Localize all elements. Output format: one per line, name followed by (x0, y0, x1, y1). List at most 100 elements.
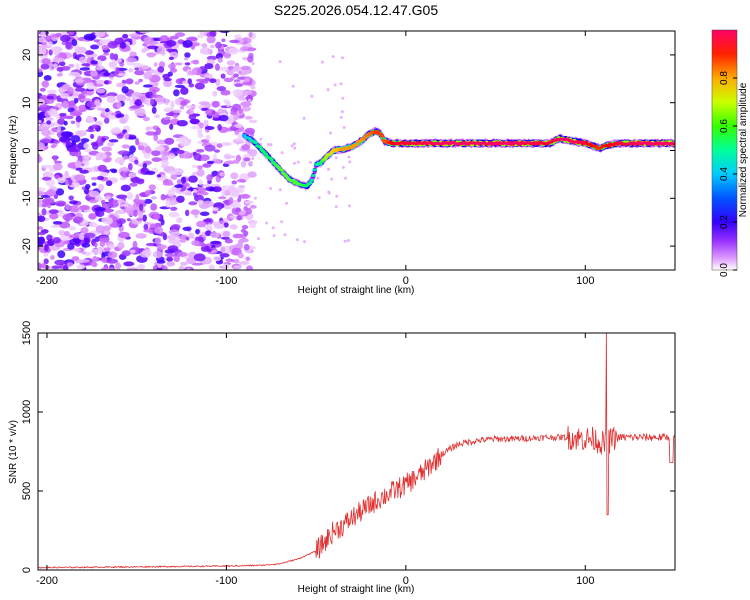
heatmap-noise-cell (156, 139, 167, 145)
heatmap-noise-cell (197, 183, 204, 188)
heatmap-noise-cell (40, 63, 50, 70)
heatmap-noise-cell (166, 256, 174, 262)
heatmap-noise-cell (38, 236, 46, 245)
heatmap-noise-cell (75, 87, 86, 92)
heatmap-noise-cell (204, 63, 214, 70)
heatmap-noise-cell (168, 153, 176, 160)
heatmap-noise-cell (116, 82, 126, 88)
heatmap-noise-cell (52, 221, 63, 225)
heatmap-noise-cell (217, 124, 222, 131)
heatmap-noise-cell (186, 36, 198, 42)
heatmap-noise-cell (71, 144, 82, 153)
heatmap-noise-cell (199, 31, 204, 36)
heatmap-noise-cell (346, 239, 350, 242)
heatmap-noise-cell (174, 32, 186, 37)
heatmap-noise-cell (38, 68, 43, 73)
heatmap-noise-cell (53, 57, 65, 63)
heatmap-noise-cell (38, 262, 42, 270)
snr-y-ticks: 0 500 1000 1500 (21, 321, 675, 573)
heatmap-noise-cell (54, 259, 66, 266)
heatmap-noise-cell (166, 261, 176, 267)
heatmap-noise-cell (221, 142, 232, 146)
heatmap-noise-cell (90, 60, 99, 65)
heatmap-noise-cell (197, 127, 203, 136)
heatmap-noise-cell (160, 193, 166, 201)
heatmap-noise-cell (330, 177, 334, 181)
heatmap-noise-cell (70, 135, 81, 143)
heatmap-noise-cell (68, 195, 74, 201)
heatmap-noise-cell (229, 39, 240, 44)
y-tick-label: -10 (21, 190, 33, 206)
heatmap-noise-cell (191, 164, 198, 168)
heatmap-noise-cell (240, 228, 246, 233)
heatmap-noise-cell (196, 220, 207, 228)
colorbar-gradient (711, 29, 738, 271)
heatmap-noise-cell (142, 84, 153, 88)
heatmap-noise-cell (250, 85, 256, 90)
heatmap-noise-cell (54, 160, 62, 164)
heatmap-noise-cell (137, 113, 147, 117)
heatmap-noise-cell (218, 220, 226, 224)
heatmap-ridge-cell (672, 142, 675, 146)
heatmap-noise-cell (246, 265, 253, 270)
heatmap-noise-cell (347, 155, 351, 159)
heatmap-noise-cell (249, 222, 256, 229)
heatmap-noise-cell (78, 105, 84, 111)
y-tick-label: 10 (21, 97, 33, 109)
heatmap-ridge-cell (269, 158, 274, 162)
heatmap-noise-cell (234, 207, 242, 213)
heatmap-noise-cell (46, 120, 52, 125)
heatmap-noise-cell (193, 153, 202, 161)
heatmap-noise-cell (120, 169, 131, 178)
heatmap-noise-cell (67, 107, 75, 113)
heatmap-noise-cell (232, 233, 244, 239)
heatmap-noise-cell (229, 224, 238, 230)
heatmap-noise-cell (239, 187, 245, 193)
heatmap-noise-cell (63, 239, 71, 245)
heatmap-noise-cell (69, 234, 80, 239)
heatmap-noise-cell (56, 125, 62, 133)
heatmap-noise-cell (88, 213, 97, 220)
heatmap-noise-cell (180, 176, 186, 184)
heatmap-noise-cell (52, 237, 61, 244)
heatmap-noise-cell (199, 211, 210, 217)
heatmap-noise-cell (63, 115, 74, 120)
heatmap-noise-cell (348, 204, 351, 208)
heatmap-noise-cell (184, 57, 189, 61)
heatmap-noise-cell (145, 170, 156, 175)
heatmap-noise-cell (134, 70, 145, 76)
heatmap-noise-cell (39, 87, 46, 92)
heatmap-noise-cell (247, 55, 254, 63)
heatmap-noise-cell (148, 184, 157, 191)
heatmap-noise-cell (185, 237, 190, 241)
heatmap-noise-cell (91, 182, 97, 186)
heatmap-noise-cell (74, 160, 82, 167)
heatmap-noise-cell (79, 169, 89, 174)
heatmap-noise-cell (136, 178, 145, 185)
snr-background (38, 333, 675, 570)
heatmap-x-axis-label: Height of straight line (km) (298, 285, 415, 296)
heatmap-noise-cell (78, 56, 87, 64)
heatmap-noise-cell (187, 78, 192, 85)
heatmap-noise-cell (116, 94, 127, 102)
heatmap-noise-cell (45, 99, 55, 104)
heatmap-noise-cell (115, 262, 122, 270)
heatmap-noise-cell (55, 32, 62, 37)
heatmap-noise-cell (86, 82, 95, 90)
heatmap-noise-cell (233, 65, 241, 73)
heatmap-noise-cell (164, 98, 170, 106)
heatmap-noise-cell (191, 240, 200, 246)
heatmap-noise-cell (49, 212, 59, 220)
heatmap-noise-cell (99, 240, 106, 247)
heatmap-noise-cell (204, 77, 211, 82)
heatmap-noise-cell (236, 178, 246, 183)
heatmap-noise-cell (152, 250, 163, 259)
heatmap-noise-cell (83, 232, 96, 239)
heatmap-noise-cell (142, 163, 148, 169)
heatmap-y-ticks: -20 -10 0 10 20 (21, 49, 675, 254)
heatmap-noise-cell (116, 218, 126, 225)
heatmap-noise-cell (101, 146, 113, 152)
heatmap-noise-cell (135, 233, 147, 239)
heatmap-noise-cell (133, 209, 138, 217)
heatmap-noise-cell (291, 84, 295, 88)
